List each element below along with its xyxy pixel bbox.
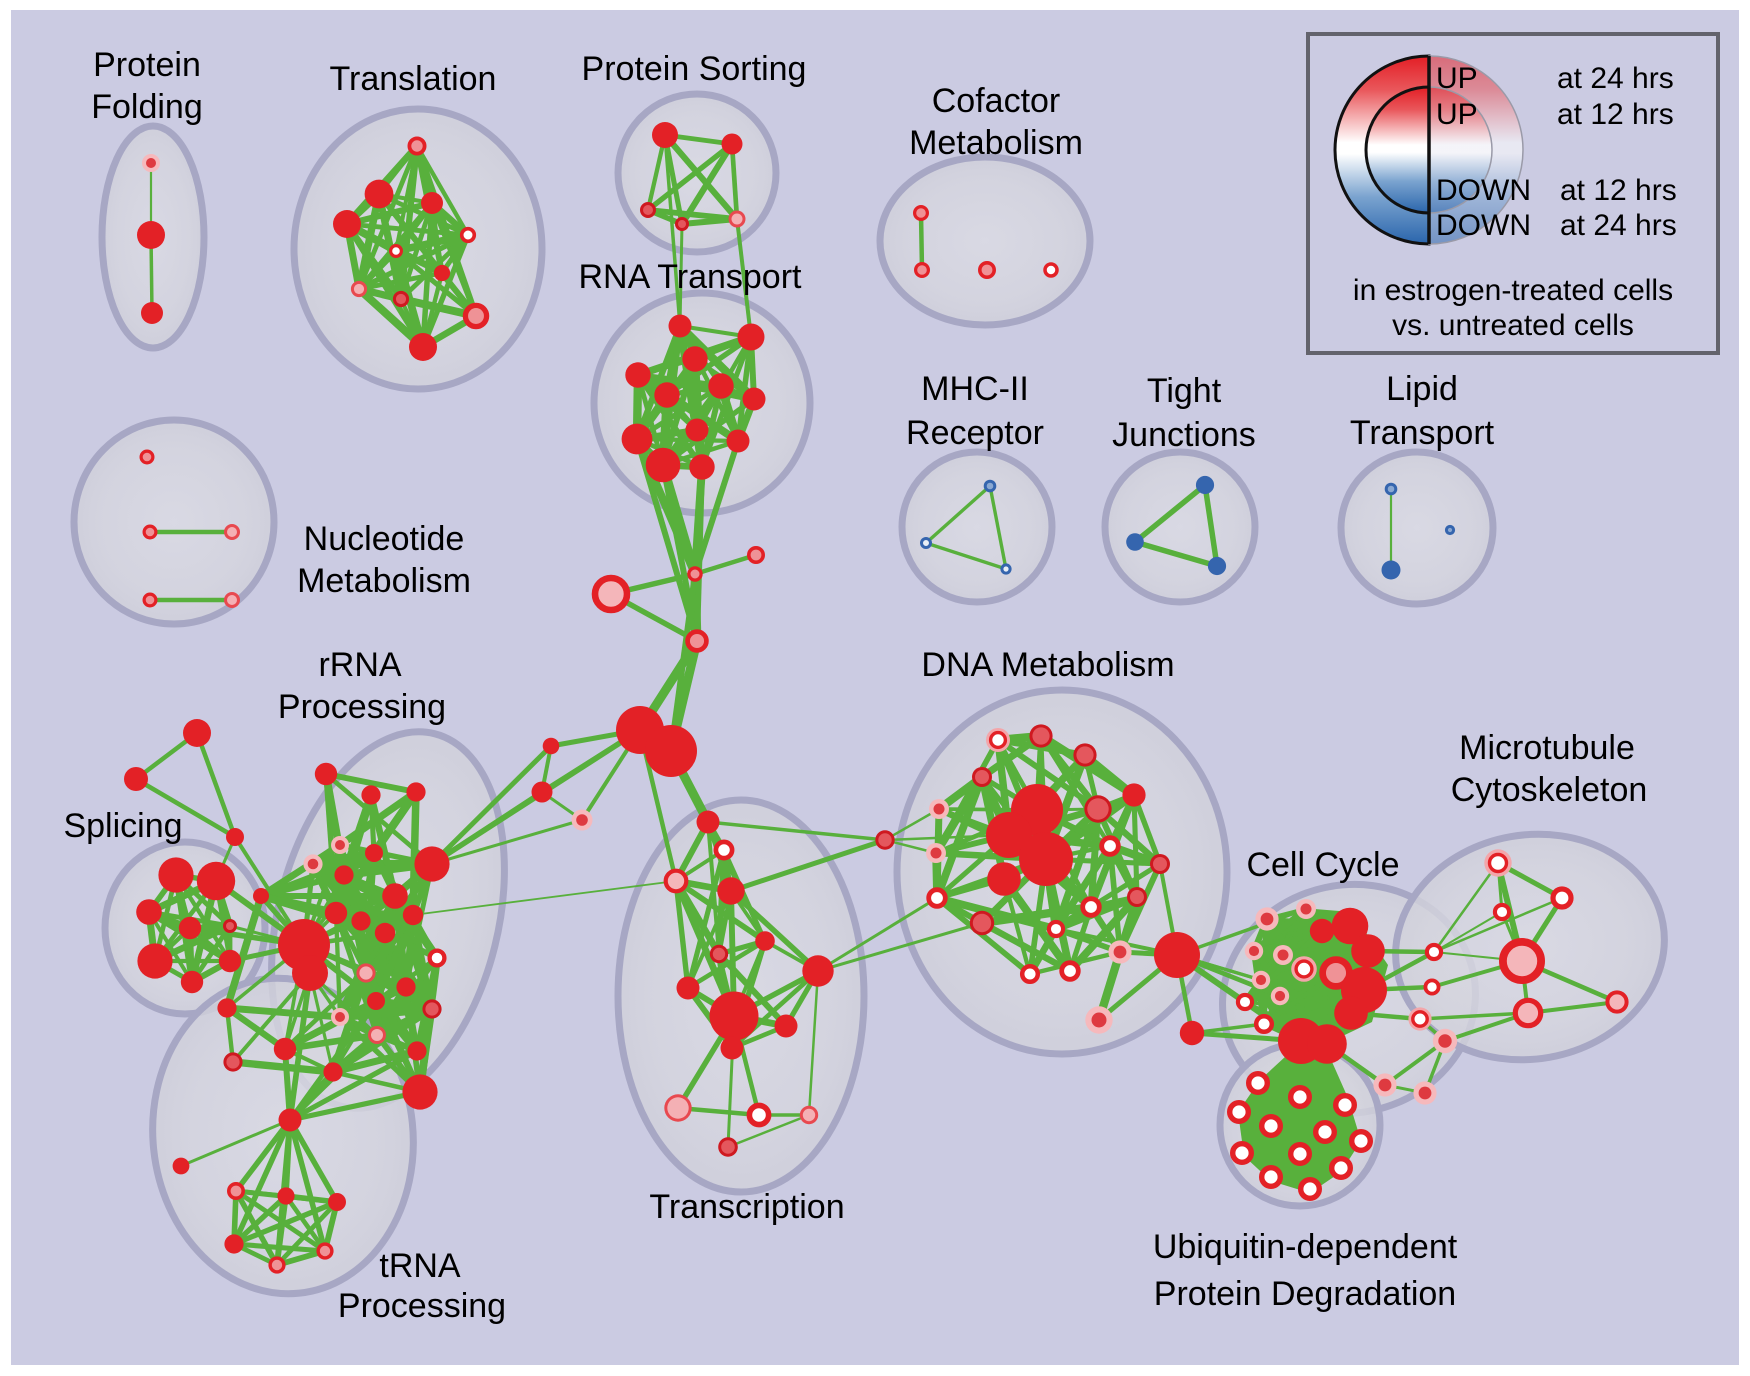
svg-text:tRNA: tRNA — [379, 1247, 461, 1285]
svg-text:Tight: Tight — [1147, 372, 1222, 410]
svg-text:DNA Metabolism: DNA Metabolism — [921, 646, 1174, 684]
svg-text:rRNA: rRNA — [318, 646, 401, 684]
svg-text:at 24 hrs: at 24 hrs — [1557, 62, 1674, 95]
svg-text:Metabolism: Metabolism — [909, 124, 1083, 162]
svg-text:at 12 hrs: at 12 hrs — [1557, 98, 1674, 131]
svg-text:Transport: Transport — [1350, 414, 1495, 452]
svg-text:Protein Sorting: Protein Sorting — [582, 50, 807, 88]
svg-text:Protein: Protein — [93, 46, 201, 84]
svg-text:RNA Transport: RNA Transport — [579, 258, 803, 296]
svg-text:MHC-II: MHC-II — [921, 370, 1029, 408]
svg-text:Ubiquitin-dependent: Ubiquitin-dependent — [1153, 1228, 1458, 1266]
svg-text:Folding: Folding — [91, 88, 203, 126]
svg-text:Nucleotide: Nucleotide — [304, 520, 465, 558]
svg-text:DOWN: DOWN — [1436, 174, 1531, 207]
svg-text:vs. untreated cells: vs. untreated cells — [1392, 309, 1634, 342]
svg-text:Receptor: Receptor — [906, 414, 1044, 452]
svg-text:Cofactor: Cofactor — [932, 82, 1061, 120]
svg-text:Translation: Translation — [330, 60, 497, 98]
svg-text:Cell Cycle: Cell Cycle — [1246, 846, 1399, 884]
svg-text:DOWN: DOWN — [1436, 209, 1531, 242]
svg-text:Metabolism: Metabolism — [297, 562, 471, 600]
svg-text:Splicing: Splicing — [63, 807, 182, 845]
svg-text:Transcription: Transcription — [649, 1188, 844, 1226]
svg-text:UP: UP — [1436, 62, 1478, 95]
svg-text:UP: UP — [1436, 98, 1478, 131]
svg-text:Cytoskeleton: Cytoskeleton — [1451, 771, 1648, 809]
svg-text:Microtubule: Microtubule — [1459, 729, 1635, 767]
svg-text:Processing: Processing — [338, 1287, 506, 1325]
svg-text:Junctions: Junctions — [1112, 416, 1256, 454]
svg-text:at 12 hrs: at 12 hrs — [1560, 174, 1677, 207]
svg-text:in estrogen-treated cells: in estrogen-treated cells — [1353, 274, 1673, 307]
svg-text:Processing: Processing — [278, 688, 446, 726]
svg-text:at 24 hrs: at 24 hrs — [1560, 209, 1677, 242]
svg-text:Protein Degradation: Protein Degradation — [1154, 1275, 1456, 1313]
svg-text:Lipid: Lipid — [1386, 370, 1458, 408]
